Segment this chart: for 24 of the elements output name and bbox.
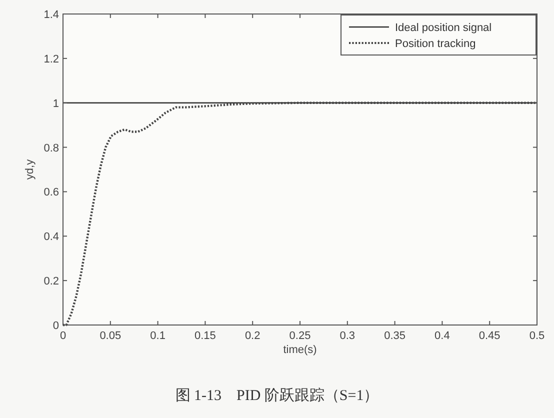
y-tick-label: 0.2 [44,276,59,288]
y-tick-label: 1.2 [44,53,59,66]
x-tick-label: 0.3 [340,330,356,342]
x-tick-label: 0.25 [289,330,311,342]
x-tick-label: 0.1 [150,330,166,342]
x-tick-label: 0.4 [434,330,450,342]
y-tick-label: 1 [52,98,59,110]
x-tick-label: 0.05 [100,330,122,342]
line-series [62,102,538,326]
x-tick-label: 0.45 [478,330,500,342]
x-tick-label: 0.15 [194,330,216,342]
x-axis-title: time(s) [283,344,317,356]
x-tick-label: 0.35 [384,330,406,342]
caption: 图 1-13 PID 阶跃跟踪（S=1） [175,387,379,404]
y-tick-label: 0.8 [44,142,59,154]
legend-label: Position tracking [395,38,476,50]
y-axis-title: yd,y [24,158,36,180]
x-tick-label: 0.5 [529,330,545,342]
x-tick-label: 0.2 [244,330,260,342]
y-tick-label: 0.4 [44,231,59,244]
y-tick-label: 0.6 [44,186,59,199]
y-tick-label: 0 [52,320,59,332]
legend-label: Ideal position signal [395,22,492,34]
y-tick-label: 1.4 [44,9,59,21]
